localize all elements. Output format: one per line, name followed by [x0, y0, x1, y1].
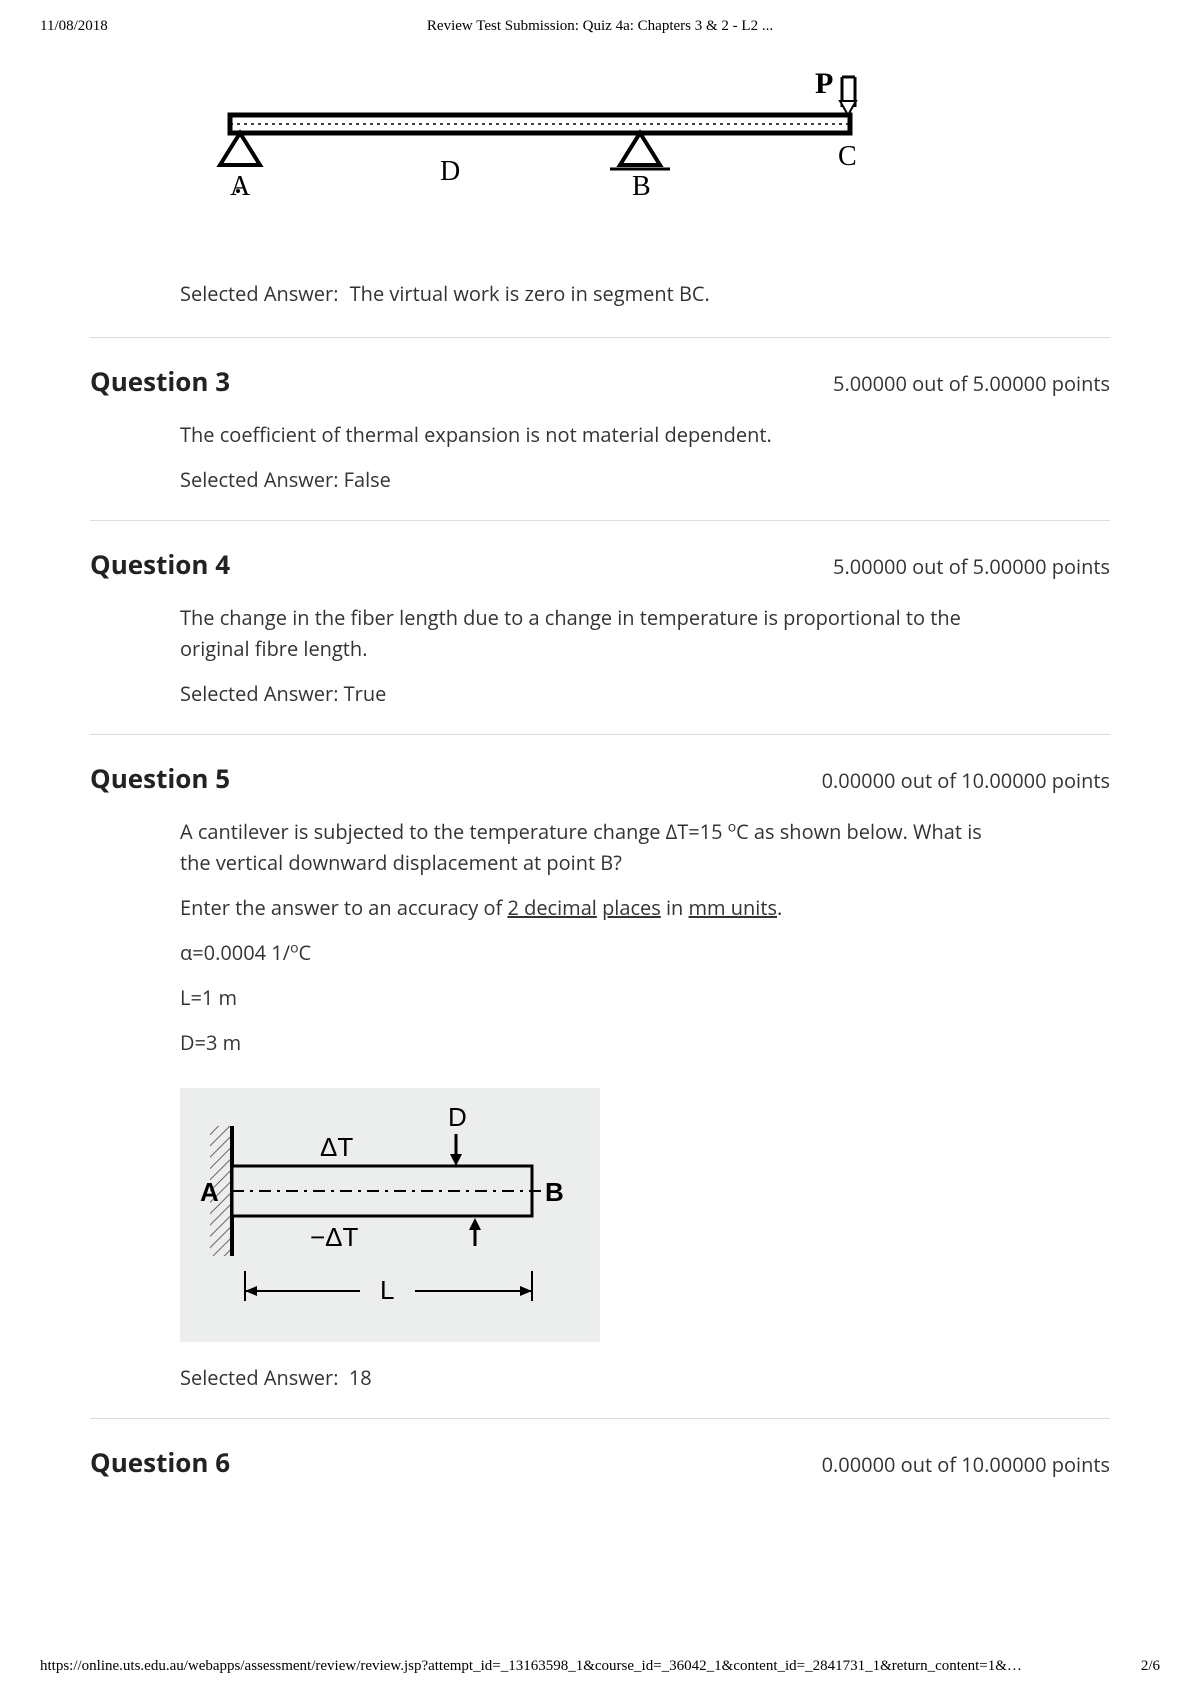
q3-header: Question 3 5.00000 out of 5.00000 points: [90, 363, 1110, 399]
svg-text:−ΔT: −ΔT: [310, 1222, 359, 1252]
q2-selected-answer: Selected Answer: The virtual work is zer…: [180, 280, 1110, 307]
label-d: D: [440, 156, 460, 187]
selected-answer-label: Selected Answer:: [180, 680, 338, 707]
q5-L: L=1 m: [180, 982, 990, 1013]
footer-url: https://online.uts.edu.au/webapps/assess…: [40, 1658, 1022, 1675]
svg-text:A: A: [200, 1177, 219, 1207]
selected-answer-label: Selected Answer:: [180, 466, 338, 493]
q4-body: The change in the fiber length due to a …: [180, 602, 990, 709]
q5-text: A cantilever is subjected to the tempera…: [180, 816, 990, 878]
question-points: 5.00000 out of 5.00000 points: [833, 370, 1110, 397]
question-title: Question 6: [90, 1444, 230, 1480]
q5-D: D=3 m: [180, 1027, 990, 1058]
q5-header: Question 5 0.00000 out of 10.00000 point…: [90, 760, 1110, 796]
q4-text: The change in the fiber length due to a …: [180, 602, 990, 664]
q5-instruction: Enter the answer to an accuracy of 2 dec…: [180, 892, 990, 923]
q5-alpha: α=0.0004 1/oC: [180, 937, 990, 968]
page-footer: https://online.uts.edu.au/webapps/assess…: [40, 1658, 1160, 1675]
q5-body: A cantilever is subjected to the tempera…: [180, 816, 990, 1393]
q3-text: The coefficient of thermal expansion is …: [180, 419, 990, 450]
question-title: Question 3: [90, 363, 230, 399]
label-a: A: [230, 171, 251, 202]
selected-answer-value: True: [344, 680, 387, 707]
divider: [90, 520, 1110, 521]
q3-body: The coefficient of thermal expansion is …: [180, 419, 990, 495]
q4-selected-answer: Selected Answer: True: [180, 678, 990, 709]
q5-selected-answer: Selected Answer: 18: [180, 1362, 990, 1393]
svg-text:B: B: [545, 1177, 564, 1207]
divider: [90, 337, 1110, 338]
svg-text:L: L: [380, 1275, 394, 1305]
question-title: Question 4: [90, 546, 230, 582]
beam-diagram: P A D B C: [190, 65, 890, 245]
question-points: 5.00000 out of 5.00000 points: [833, 553, 1110, 580]
svg-text:ΔT: ΔT: [320, 1132, 353, 1162]
question-title: Question 5: [90, 760, 230, 796]
q6-header: Question 6 0.00000 out of 10.00000 point…: [90, 1444, 1110, 1480]
page-header: 11/08/2018 Review Test Submission: Quiz …: [0, 0, 1200, 45]
svg-text:D: D: [448, 1102, 467, 1132]
divider: [90, 1418, 1110, 1419]
selected-answer-value: 18: [349, 1364, 372, 1391]
divider: [90, 734, 1110, 735]
selected-answer-value: False: [344, 466, 391, 493]
cantilever-figure: ΔT −ΔT D A B L: [180, 1088, 600, 1342]
question-points: 0.00000 out of 10.00000 points: [822, 767, 1110, 794]
q4-header: Question 4 5.00000 out of 5.00000 points: [90, 546, 1110, 582]
question-points: 0.00000 out of 10.00000 points: [822, 1451, 1110, 1478]
footer-page: 2/6: [1141, 1658, 1160, 1675]
selected-answer-label: Selected Answer:: [180, 1364, 338, 1391]
label-b: B: [632, 171, 651, 202]
q3-selected-answer: Selected Answer: False: [180, 464, 990, 495]
selected-answer-value: The virtual work is zero in segment BC.: [350, 280, 710, 307]
content: P A D B C Selected Answer: The virtual w…: [0, 45, 1200, 1480]
selected-answer-label: Selected Answer:: [180, 280, 338, 307]
label-p: P: [815, 67, 833, 100]
header-title: Review Test Submission: Quiz 4a: Chapter…: [0, 18, 1200, 35]
label-c: C: [838, 141, 857, 172]
